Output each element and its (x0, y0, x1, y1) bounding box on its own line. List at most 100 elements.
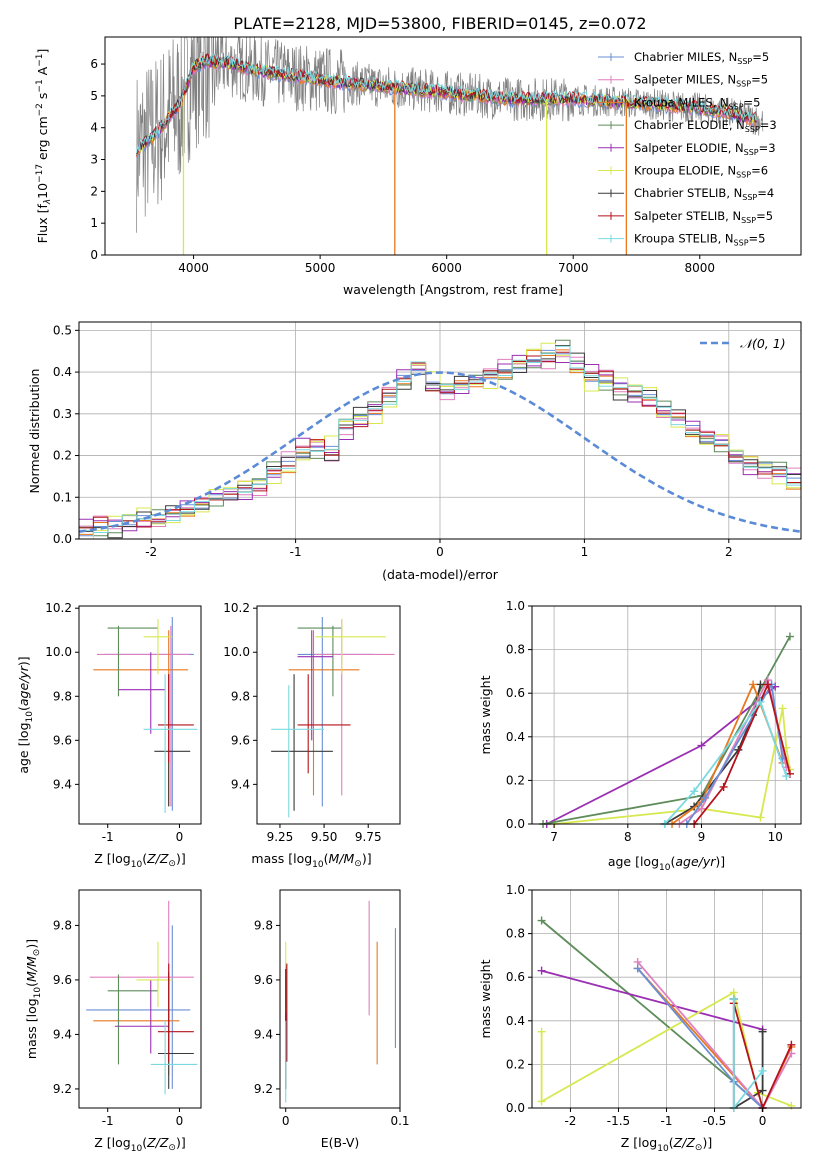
mass-vs-EBV-marks (285, 900, 396, 1103)
series-marker (537, 1097, 546, 1106)
hist-chabrier-stelib (79, 345, 801, 539)
errorbar-kroupa-elodie (315, 619, 386, 675)
series-line (693, 681, 791, 825)
y-tick-label: 2 (90, 184, 98, 198)
y-tick-label: 0.2 (506, 1057, 525, 1071)
errorbar-salpeter-miles (96, 625, 191, 807)
errorbar-kroupa-miles (93, 630, 189, 807)
x-tick-label: 0 (282, 1114, 290, 1128)
y-tick-label: 4 (90, 121, 98, 135)
mass-vs-Z-axes: -1 0 9.2 9.4 9.6 9.8 Z [log10(Z/Z⊙)] mass [log1… (24, 889, 202, 1154)
age-ylabel: age [log10(age/yr)] (16, 656, 35, 773)
y-tick-label: 9.6 (53, 973, 72, 987)
series-line (664, 684, 762, 825)
residuals-xlabel: (data-model)/error (382, 567, 499, 582)
errorbar-kroupa-stelib (271, 685, 325, 818)
errorbar-chabrier-miles (297, 617, 374, 807)
errorbar-salpeter-elodie (297, 630, 333, 741)
series-marker (633, 964, 642, 973)
x-tick-label: -1 (102, 1114, 114, 1128)
errorbar-salpeter-miles (89, 900, 194, 1062)
series-marker (758, 1066, 767, 1075)
age-vs-Z-xlabel: Z [log10(Z/Z⊙)] (94, 851, 185, 870)
series-marker (763, 680, 772, 689)
y-tick-label: 0.8 (506, 643, 525, 657)
data-spectrum (136, 36, 764, 233)
x-tick-label: 8 (624, 830, 632, 844)
y-tick-label: 1 (90, 216, 98, 230)
y-tick-label: 0.0 (506, 817, 525, 831)
y-tick-label: 0.4 (53, 365, 72, 379)
age-vs-Z-axes: -1 0 9.4 9.6 9.8 10.0 10.2 Z [log10(Z/Z⊙)] age [… (16, 601, 202, 870)
mass-ylabel: mass [log10(M/M⊙)] (24, 939, 43, 1059)
y-tick-label: 9.2 (254, 1082, 273, 1096)
legend-label: Salpeter STELIB, NSSP=5 (634, 209, 773, 225)
errorbar-chabrier-stelib (157, 971, 194, 1089)
legend-label: Chabrier MILES, NSSP=5 (634, 50, 769, 66)
series-marker (756, 680, 765, 689)
errorbar-kroupa-elodie (136, 941, 173, 1008)
series-marker (701, 793, 710, 802)
y-tick-label: 9.6 (231, 733, 250, 747)
x-tick-label: -2 (564, 1114, 576, 1128)
gaussian-curve (78, 371, 802, 533)
series-line (664, 699, 788, 825)
spectrum-legend: Chabrier MILES, NSSP=5 Salpeter MILES, NS… (598, 50, 777, 248)
axes-frame (104, 36, 802, 256)
y-tick-label: 0.5 (53, 323, 72, 337)
x-tick-label: -0.5 (703, 1114, 726, 1128)
series-line (541, 969, 763, 1031)
series-marker (787, 1049, 796, 1058)
errorbar-chabrier-elodie (107, 625, 158, 697)
y-tick-label: 1.0 (506, 883, 525, 897)
spectrum-axes: 4000 5000 6000 7000 8000 0 1 2 3 4 5 6 Chabrier MILE… (35, 36, 802, 297)
series-marker (749, 680, 758, 689)
series-marker (690, 787, 699, 796)
series-chabrier-elodie (537, 916, 767, 1112)
series-marker (756, 697, 765, 706)
errorbar-salpeter-elodie (118, 652, 166, 734)
series-marker (758, 1086, 767, 1095)
x-tick-label: -1 (661, 1114, 673, 1128)
errorbar-kroupa-elodie (143, 619, 173, 675)
y-tick-label: 0.0 (506, 1101, 525, 1115)
massweight-ylabel-2: mass weight (478, 959, 493, 1038)
hist-kroupa-stelib (79, 345, 801, 533)
y-tick-label: 6 (90, 57, 98, 71)
errorbar-salpeter-stelib (157, 963, 194, 1062)
x-tick-label: 7000 (558, 261, 589, 275)
age-vs-mass-axes: 9.25 9.50 9.75 9.4 9.6 9.8 10.0 10.2 mass [log10… (223, 601, 401, 870)
y-tick-label: 9.4 (53, 777, 72, 791)
massweight-vs-age-axes: 7 8 9 10 0.0 0.2 0.4 0.6 0.8 1.0 age [log10(age/yr… (478, 599, 802, 873)
x-tick-label: 9.50 (311, 830, 338, 844)
legend-label: Kroupa ELODIE, NSSP=6 (634, 164, 768, 180)
series-marker (778, 704, 787, 713)
model-kroupa-stelib (136, 52, 757, 154)
y-tick-label: 9.2 (53, 1082, 72, 1096)
series-marker (719, 782, 728, 791)
residuals-axes: -2 -1 0 1 2 0.0 0.1 0.2 0.3 0.4 0.5 𝒩(0, 1) (data-mo… (27, 321, 802, 582)
x-tick-label: 1 (581, 545, 589, 559)
series-chabrier-stelib (660, 680, 765, 828)
y-tick-label: 0.8 (506, 927, 525, 941)
series-marker (537, 916, 546, 925)
series-line (671, 682, 784, 825)
errorbar-salpeter-elodie (114, 979, 169, 1054)
x-tick-label: 0.1 (390, 1114, 409, 1128)
x-tick-label: -1 (102, 830, 114, 844)
series-marker (729, 995, 738, 1003)
errorbar-chabrier-elodie (297, 625, 342, 697)
series-chabrier-elodie (539, 632, 794, 828)
y-tick-label: 0.2 (53, 449, 72, 463)
spectrum-xlabel: wavelength [Angstrom, rest frame] (343, 282, 563, 297)
series-marker (787, 1040, 796, 1049)
x-tick-label: 7 (550, 830, 558, 844)
series-marker (785, 632, 794, 641)
y-tick-label: 0.0 (53, 532, 72, 546)
x-tick-label: 5000 (305, 261, 336, 275)
x-tick-label: 9.25 (267, 830, 294, 844)
spectrum-ylabel: Flux [fλ10−17 erg cm−2 s−1 A−1] (35, 49, 53, 244)
series-marker (697, 741, 706, 750)
errorbar-chabrier-elodie (107, 974, 158, 1065)
